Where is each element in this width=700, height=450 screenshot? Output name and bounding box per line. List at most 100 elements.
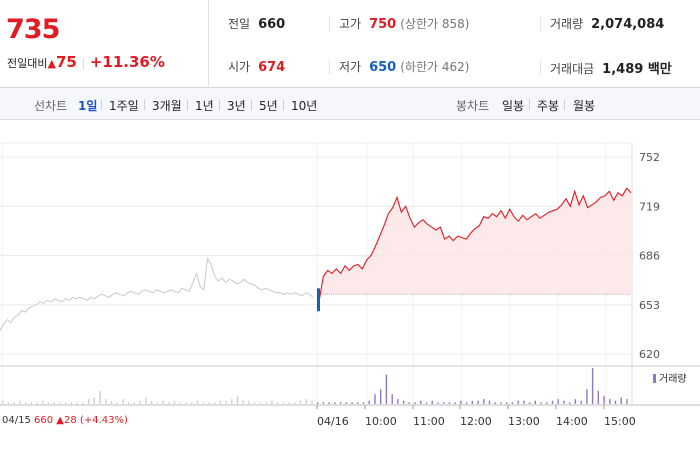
period-3m-button[interactable]: 3개월: [152, 99, 182, 113]
y-tick-label: 719: [639, 200, 660, 213]
candle-weekly-button[interactable]: 주봉: [537, 99, 560, 113]
volume-bar: [282, 402, 284, 404]
today-series-line: [318, 187, 632, 302]
period-1y-button[interactable]: 1년: [195, 99, 214, 113]
x-axis-labels: 04/16 10:00 11:00 12:00 13:00 14:00 15:00: [316, 405, 636, 428]
volume-bar: [397, 399, 399, 404]
prev-day-arrow-icon: ▲: [56, 415, 64, 426]
volume-bar: [477, 400, 479, 404]
divider: [187, 99, 188, 110]
volume-bar: [334, 402, 336, 404]
volume-bar: [569, 402, 571, 404]
volume-bar: [391, 394, 393, 404]
y-axis-labels: 752 719 686 653 620: [639, 151, 660, 361]
change-line: 전일대비▲75 +11.36%: [7, 53, 165, 71]
candle-daily-button[interactable]: 일봉: [502, 99, 525, 113]
prev-day-pct: (+4.43%): [79, 415, 128, 426]
prev-close-value: 660: [258, 17, 286, 32]
volume-bar: [339, 402, 342, 404]
volume-bar: [580, 400, 582, 404]
volume-bar: [185, 402, 187, 404]
divider: [540, 17, 541, 31]
volume-bar: [431, 400, 433, 404]
amount-item: 거래대금 1,489 백만: [550, 58, 672, 77]
open-value: 674: [258, 60, 286, 75]
volume-bar: [317, 402, 319, 404]
volume-bar: [460, 400, 462, 404]
prev-close-label: 전일: [228, 17, 251, 31]
volume-bar: [128, 402, 130, 404]
volume-bar: [173, 400, 176, 404]
volume-bar: [65, 402, 67, 404]
volume-bar: [586, 389, 588, 404]
volume-bar: [150, 400, 153, 404]
volume-bar: [116, 402, 118, 404]
volume-bar: [511, 402, 514, 404]
volume-bar: [626, 399, 628, 404]
candle-chart-label: 봉차트: [456, 99, 490, 113]
volume-bar: [471, 400, 473, 404]
volume-bar: [168, 402, 170, 404]
volume-bar: [425, 402, 428, 404]
period-1d-button[interactable]: 1일: [78, 99, 98, 113]
volume-bar: [322, 402, 325, 404]
divider: [564, 99, 565, 110]
volume-bar: [213, 402, 216, 404]
volume-legend-label: 거래량: [659, 373, 687, 385]
open-label: 시가: [228, 60, 251, 74]
period-3y-button[interactable]: 3년: [227, 99, 246, 113]
volume-bar: [133, 402, 136, 404]
x-tick-label: 14:00: [556, 415, 588, 428]
volume-bar: [254, 402, 256, 404]
volume-bar: [528, 402, 531, 404]
volume-bar: [99, 390, 101, 404]
prev-day-date: 04/15: [2, 415, 31, 426]
volume-bar: [546, 402, 548, 404]
volume-bar: [122, 399, 124, 404]
prev-day-close: 660: [34, 415, 54, 426]
period-10y-button[interactable]: 10년: [291, 99, 318, 113]
divider: [283, 99, 284, 110]
lower-limit: (하한가 462): [400, 60, 470, 74]
price-chart[interactable]: 752 719 686 653 620 04/16 10:00 11:00 12:00 13:0…: [0, 121, 700, 450]
volume-bar: [53, 402, 55, 404]
volume-bar: [2, 400, 4, 404]
volume-bar: [603, 395, 605, 404]
volume-bar: [328, 402, 330, 404]
high-item: 고가 750 (상한가 858): [339, 15, 469, 32]
y-tick-label: 686: [639, 250, 660, 263]
upper-limit: (상한가 858): [400, 17, 470, 31]
volume-bar: [345, 402, 347, 404]
volume-bar: [540, 402, 542, 404]
volume-bar: [82, 402, 84, 404]
volume-bar: [196, 400, 199, 404]
volume-bar: [368, 400, 370, 404]
open-item: 시가 674: [228, 58, 285, 75]
volume-legend: 거래량: [653, 373, 687, 385]
volume-bar: [534, 400, 536, 404]
volume-bar: [351, 402, 353, 404]
volume-bar: [47, 402, 50, 404]
volume-bar: [563, 400, 565, 404]
quote-panel: 735 전일대비▲75 +11.36% 전일 660 시가 674 고가 750 (상한가…: [0, 0, 700, 88]
volume-bar: [225, 400, 227, 404]
volume-bar: [591, 368, 594, 404]
volume-bar: [402, 400, 405, 404]
volume-bar: [139, 400, 141, 404]
volume-bar: [299, 400, 302, 404]
low-item: 저가 650 (하한가 462): [339, 58, 469, 75]
volume-bar: [30, 402, 32, 404]
period-1w-button[interactable]: 1주일: [109, 99, 139, 113]
volume-bar: [380, 389, 382, 404]
candle-monthly-button[interactable]: 월봉: [573, 99, 596, 113]
divider: [82, 58, 84, 70]
x-tick-label: 12:00: [460, 415, 492, 428]
volume-bar: [191, 402, 193, 404]
volume-bar: [609, 399, 611, 404]
volume-bar: [374, 394, 376, 404]
period-5y-button[interactable]: 5년: [259, 99, 278, 113]
volume-bar: [70, 402, 73, 404]
volume-bar: [465, 402, 468, 404]
volume-bar: [414, 402, 416, 404]
high-value: 750: [369, 17, 397, 32]
